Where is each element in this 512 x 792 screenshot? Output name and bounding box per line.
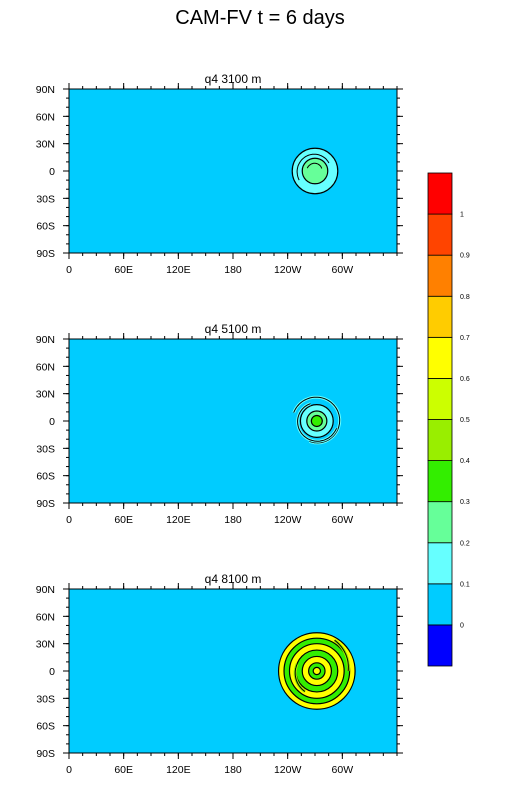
y-tick-label: 60N [36,611,55,623]
y-tick-label: 30S [36,443,55,455]
y-tick-label: 30S [36,693,55,705]
contour-arc [297,403,337,442]
y-tick-label: 90S [36,248,55,260]
x-tick-label: 180 [224,764,242,776]
field-background [69,339,397,503]
colorbar-label: 0.8 [460,294,470,301]
y-tick-label: 60S [36,221,55,233]
colorbar-label: 0.3 [460,499,470,506]
x-tick-label: 0 [66,764,72,776]
colorbar-box [427,419,453,461]
colorbar-label: 0.9 [460,253,470,260]
contour-ring [310,414,323,428]
y-tick-label: 90N [36,584,55,596]
colorbar-label: 1 [460,212,464,219]
panel-2: q4 5100 m 0 60E 120E 180 120W 60W 90N 60N 30N 0 30S… [36,322,403,526]
colorbar-label: 0.4 [460,458,470,465]
contour-group [292,395,342,445]
colorbar-label: 0.7 [460,335,470,342]
contour-arc [334,639,349,672]
y-tick-label: 30N [36,139,55,151]
contour-arc [294,663,306,692]
y-tick-label: 0 [49,666,55,678]
colorbar-box [427,336,453,379]
x-tick-label: 60W [332,764,354,776]
y-tick-label: 60S [36,721,55,733]
x-tick-label: 120E [166,764,191,776]
x-tick-label: 120W [274,764,302,776]
contour-arc [293,396,341,444]
x-tick-label: 60E [114,514,133,526]
y-tick-label: 30S [36,193,55,205]
field-background [69,89,397,253]
colorbar-label: 0.6 [460,376,470,383]
panel-title: q4 3100 m [205,72,262,86]
x-tick-label: 180 [224,514,242,526]
x-tick-label: 120E [166,264,191,276]
panel-1: q4 3100 m 0 60E 120E 180 120W 60W 90N 60N 30N 0 30S… [36,72,403,276]
y-tick-label: 30N [36,639,55,651]
contour-arc [296,153,330,181]
y-tick-label: 90N [36,84,55,96]
colorbar-box [427,378,453,420]
x-tick-label: 0 [66,264,72,276]
colorbar-box [427,501,453,544]
y-tick-label: 90S [36,498,55,510]
x-tick-label: 60W [332,264,354,276]
colorbar-box [427,583,453,626]
contour-group [277,632,356,710]
x-tick-label: 120W [274,514,302,526]
colorbar-box [427,460,453,503]
colorbar-box [427,295,453,338]
x-tick-label: 60W [332,514,354,526]
colorbar: 0 0.1 0.2 0.3 0.4 0.5 0.6 0.7 0.8 0.9 1 [427,172,470,667]
colorbar-label: 0.2 [460,540,470,547]
colorbar-box [427,213,453,256]
y-tick-label: 60N [36,111,55,123]
main-title: CAM-FV t = 6 days [175,7,345,29]
y-tick-label: 90S [36,748,55,760]
colorbar-box [427,254,453,297]
colorbar-label: 0 [460,622,464,629]
contour-group [291,147,339,195]
y-tick-label: 60S [36,471,55,483]
colorbar-label: 0.5 [460,417,470,424]
contour-ring [312,666,322,676]
x-tick-label: 60E [114,264,133,276]
x-tick-label: 0 [66,514,72,526]
y-tick-label: 30N [36,389,55,401]
colorbar-box [427,172,453,215]
x-tick-label: 180 [224,264,242,276]
y-tick-label: 0 [49,166,55,178]
y-tick-label: 90N [36,334,55,346]
colorbar-box [427,624,453,667]
y-tick-label: 0 [49,416,55,428]
colorbar-label: 0.1 [460,581,470,588]
colorbar-box [427,542,453,585]
panel-title: q4 8100 m [205,572,262,586]
x-tick-label: 120W [274,264,302,276]
panel-3: q4 8100 m 0 60E 120E 180 120W 60W 90N 60N 30N 0 30S… [36,572,403,776]
x-tick-label: 60E [114,764,133,776]
x-tick-label: 120E [166,514,191,526]
panel-title: q4 5100 m [205,322,262,336]
contour-arc [306,162,323,169]
y-tick-label: 60N [36,361,55,373]
